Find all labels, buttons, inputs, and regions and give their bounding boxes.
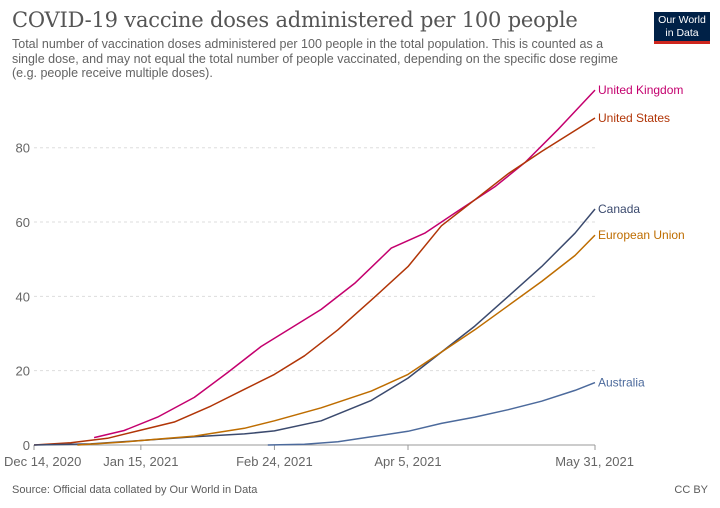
- owid-logo[interactable]: Our World in Data: [654, 12, 710, 44]
- y-tick-label: 20: [16, 364, 30, 379]
- logo-line-2: in Data: [665, 26, 699, 39]
- series-line-united-states[interactable]: [33, 117, 596, 446]
- x-tick-label: May 31, 2021: [555, 454, 634, 469]
- y-tick-label: 80: [16, 141, 30, 156]
- y-axis: 0 20 40 60 80: [16, 141, 30, 453]
- y-tick-label: 0: [23, 438, 30, 453]
- y-tick-label: 40: [16, 289, 30, 304]
- series-lines: [33, 89, 596, 446]
- x-tick-label: Apr 5, 2021: [374, 454, 441, 469]
- y-tick-label: 60: [16, 215, 30, 230]
- series-line-united-kingdom[interactable]: [93, 89, 596, 439]
- series-line-european-union[interactable]: [77, 234, 596, 446]
- chart-title: COVID-19 vaccine doses administered per …: [12, 8, 578, 32]
- grid-lines: [34, 147, 595, 446]
- x-tick-label: Dec 14, 2020: [4, 454, 81, 469]
- source-note: Source: Official data collated by Our Wo…: [12, 484, 258, 496]
- series-line-australia[interactable]: [267, 381, 596, 446]
- series-label-european-union[interactable]: European Union: [598, 228, 685, 242]
- series-labels: United Kingdom United States Canada Europea…: [598, 83, 685, 389]
- x-tick-label: Feb 24, 2021: [236, 454, 313, 469]
- x-tick-label: Jan 15, 2021: [103, 454, 178, 469]
- chart-subtitle: Total number of vaccination doses admini…: [12, 37, 618, 80]
- logo-line-1: Our World: [658, 14, 706, 26]
- series-label-canada[interactable]: Canada: [598, 202, 640, 216]
- series-label-united-kingdom[interactable]: United Kingdom: [598, 83, 683, 97]
- series-label-australia[interactable]: Australia: [598, 376, 645, 390]
- x-axis: Dec 14, 2020 Jan 15, 2021 Feb 24, 2021 Apr …: [4, 445, 634, 469]
- series-label-united-states[interactable]: United States: [598, 111, 670, 125]
- license-link[interactable]: CC BY: [674, 484, 708, 496]
